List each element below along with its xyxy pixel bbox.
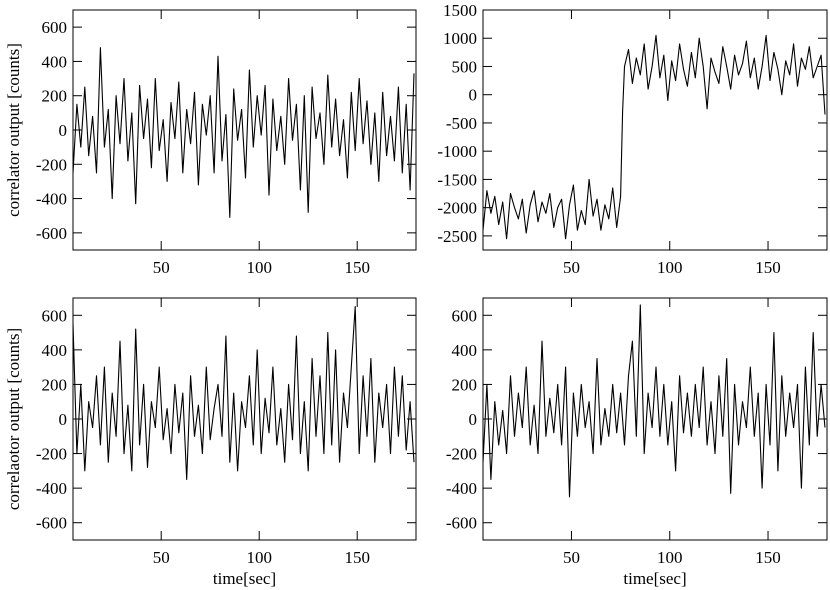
y-tick-label: -200 (36, 155, 67, 174)
y-tick-label: 500 (452, 57, 478, 76)
y-tick-label: -600 (36, 514, 67, 533)
y-tick-label: -2500 (437, 227, 477, 246)
x-tick-label: 50 (563, 548, 580, 567)
chart-panel-bottom-left: -600 -400 -200 0 200 400 600 50 100 150 correlaoto… (4, 297, 417, 588)
y-tick-label: 200 (42, 87, 68, 106)
y-tick-label: -600 (446, 514, 477, 533)
y-tick-label: 200 (42, 375, 68, 394)
y-tick-label: -500 (446, 114, 477, 133)
y-tick-label: -200 (36, 445, 67, 464)
y-tick-label: -400 (36, 479, 67, 498)
y-tick-label: -2000 (437, 199, 477, 218)
x-axis-title: time[sec] (623, 569, 686, 588)
y-tick-label: 400 (42, 341, 68, 360)
chart-panel-top-right: -2500 -2000 -1500 -1000 -500 0 500 1000 1500 50 10… (437, 1, 828, 277)
y-tick-label: -400 (446, 479, 477, 498)
x-tick-label: 50 (153, 258, 170, 277)
series-line (483, 304, 826, 498)
x-tick-label: 150 (344, 258, 370, 277)
x-tick-label: 100 (657, 258, 683, 277)
y-tick-label: 600 (42, 306, 68, 325)
x-tick-label: 100 (657, 548, 683, 567)
y-tick-label: 1500 (443, 1, 477, 20)
y-axis-title: correlaotor output [counts] (4, 328, 23, 510)
y-tick-label: 0 (59, 410, 68, 429)
x-axis-title: time[sec] (213, 569, 276, 588)
chart-panel-bottom-right: -600 -400 -200 0 200 400 600 50 100 150 time[sec] (446, 297, 828, 588)
y-tick-label: -1500 (437, 170, 477, 189)
y-axis-title: correlator output [counts] (4, 43, 23, 217)
series-line (73, 306, 415, 481)
y-tick-label: -1000 (437, 142, 477, 161)
y-tick-label: 0 (59, 121, 68, 140)
series-line (483, 34, 826, 240)
x-tick-label: 150 (344, 548, 370, 567)
y-tick-label: 600 (452, 306, 478, 325)
y-tick-label: -400 (36, 190, 67, 209)
series-line (73, 47, 415, 218)
x-tick-label: 100 (246, 258, 272, 277)
plot-frame (482, 9, 828, 251)
x-tick-label: 50 (153, 548, 170, 567)
y-tick-label: -600 (36, 224, 67, 243)
y-tick-label: 400 (452, 341, 478, 360)
plot-frame (482, 297, 828, 541)
y-tick-label: -200 (446, 445, 477, 464)
x-tick-label: 150 (755, 258, 781, 277)
x-tick-label: 150 (755, 548, 781, 567)
chart-panel-top-left: -600 -400 -200 0 200 400 600 50 100 150 correlator… (4, 9, 417, 277)
y-tick-label: 1000 (443, 29, 477, 48)
x-tick-label: 100 (246, 548, 272, 567)
y-tick-label: 0 (469, 86, 478, 105)
y-tick-label: 400 (42, 52, 68, 71)
x-tick-label: 50 (563, 258, 580, 277)
y-tick-label: 0 (469, 410, 478, 429)
y-tick-label: 200 (452, 375, 478, 394)
y-tick-label: 600 (42, 18, 68, 37)
